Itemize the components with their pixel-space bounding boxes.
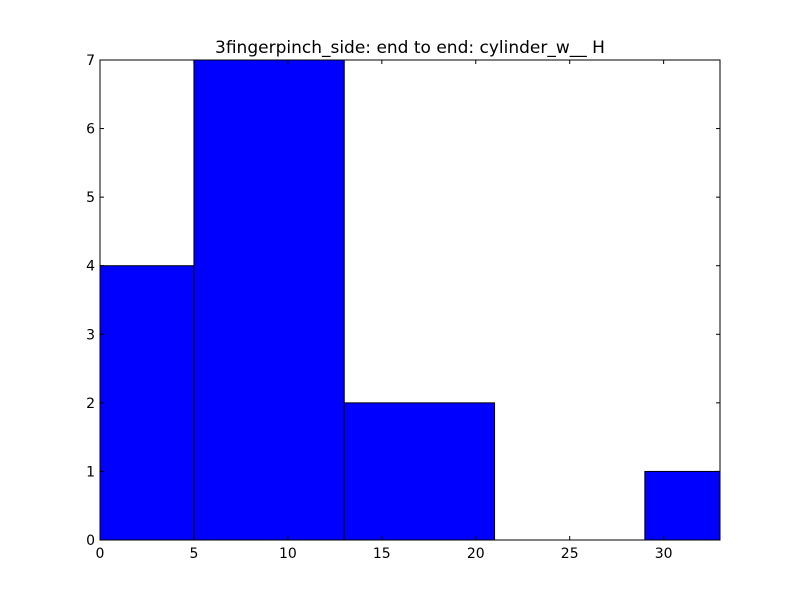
plot-frame xyxy=(99,59,721,541)
x-tick-label: 5 xyxy=(189,546,198,562)
y-tick-label: 4 xyxy=(86,259,95,275)
chart-title: 3fingerpinch_side: end to end: cylinder_… xyxy=(215,38,605,58)
histogram-bar-2 xyxy=(343,402,496,541)
x-tick-label: 30 xyxy=(655,546,673,562)
histogram-bar-0 xyxy=(99,265,195,541)
y-tick-label: 0 xyxy=(86,533,95,549)
histogram-bar-1 xyxy=(193,59,345,541)
x-tick-label: 20 xyxy=(467,546,485,562)
y-tick-label: 2 xyxy=(86,396,95,412)
x-tick-label: 15 xyxy=(373,546,391,562)
y-tick-label: 3 xyxy=(86,327,95,343)
y-tick-label: 6 xyxy=(86,122,95,138)
ticks-layer xyxy=(99,59,720,541)
x-tick-label: 0 xyxy=(96,546,105,562)
x-tick-label: 25 xyxy=(561,546,579,562)
bars-layer xyxy=(99,59,721,541)
x-tick-label: 10 xyxy=(279,546,297,562)
y-tick-label: 7 xyxy=(86,53,95,69)
y-tick-label: 1 xyxy=(86,464,95,480)
tick-labels-layer: 0 5 10 15 20 25 30 0 1 2 3 4 5 6 7 xyxy=(86,53,672,562)
y-tick-label: 5 xyxy=(86,190,95,206)
histogram-bar-4 xyxy=(644,470,721,541)
